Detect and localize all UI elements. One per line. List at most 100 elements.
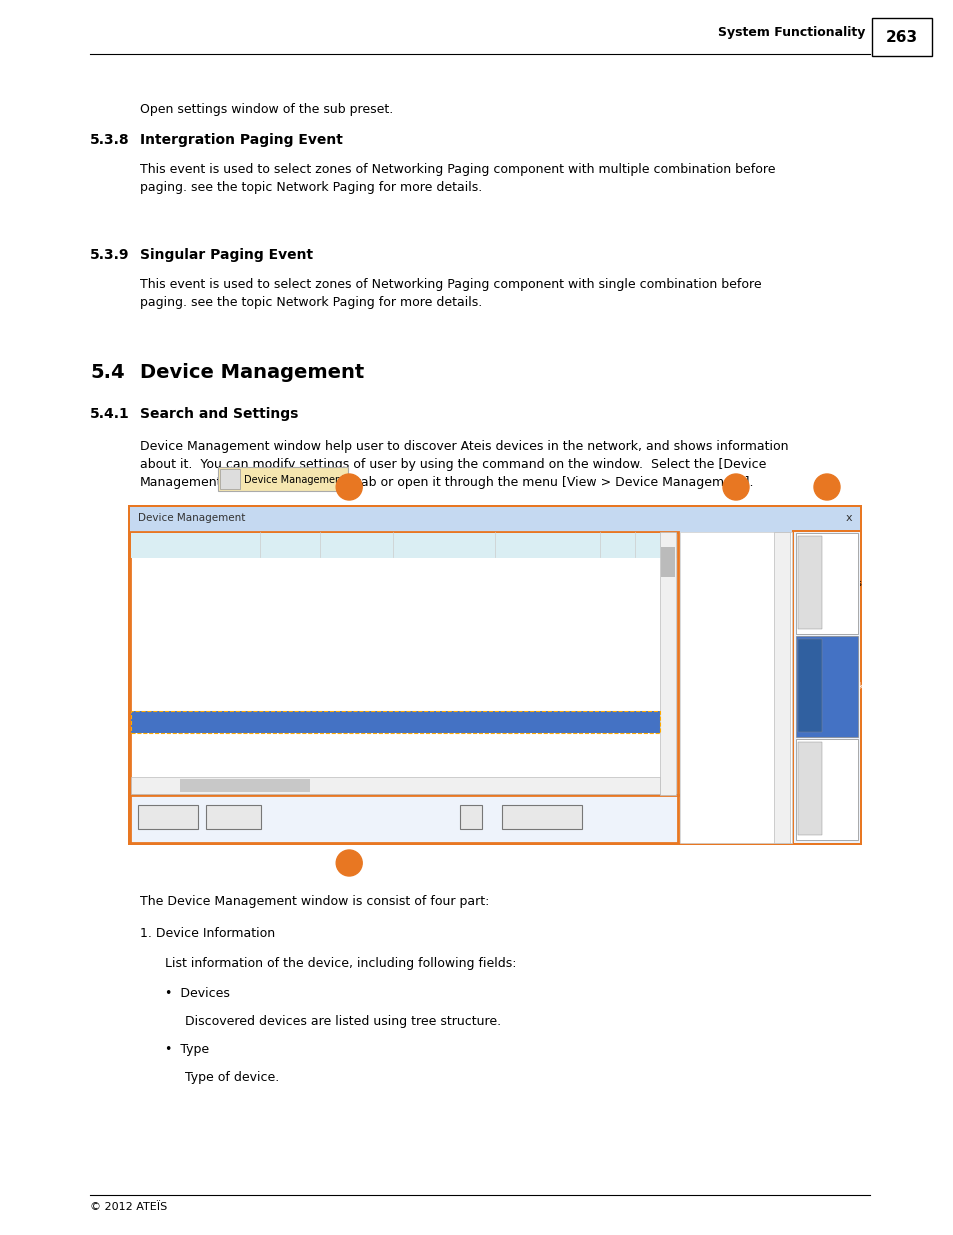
Bar xyxy=(131,711,659,734)
Bar xyxy=(797,536,821,629)
Text: 5: 5 xyxy=(467,811,474,823)
Bar xyxy=(180,779,310,792)
Bar xyxy=(795,636,857,737)
Text: ≡: ≡ xyxy=(664,583,671,592)
Text: ≡: ≡ xyxy=(805,682,813,690)
Bar xyxy=(793,532,859,844)
Circle shape xyxy=(813,474,840,500)
Text: ▲: ▲ xyxy=(664,538,670,545)
Text: ECS: ECS xyxy=(265,582,284,592)
Text: 131: 131 xyxy=(397,626,416,636)
Bar xyxy=(660,547,675,577)
Text: Norr: Norr xyxy=(604,714,625,724)
Bar xyxy=(131,534,677,558)
Text: Clear: Clear xyxy=(219,811,247,823)
Text: Norr: Norr xyxy=(604,736,625,746)
Text: ECS 1: ECS 1 xyxy=(140,626,180,636)
Circle shape xyxy=(335,850,362,876)
Text: ▼: ▼ xyxy=(626,736,632,742)
Text: about it.  You can modify settings of user by using the command on the window.  : about it. You can modify settings of use… xyxy=(140,458,765,471)
Bar xyxy=(501,805,581,829)
Text: Disconnect: Disconnect xyxy=(689,538,747,550)
Bar xyxy=(130,508,859,844)
Text: 1. Device Information: 1. Device Information xyxy=(140,927,274,940)
Text: 3: 3 xyxy=(821,480,830,494)
Circle shape xyxy=(335,474,362,500)
Text: Remote Update: Remote Update xyxy=(689,721,770,731)
Text: Devices: Devices xyxy=(140,536,182,546)
Text: paging. see the topic Network Paging for more details.: paging. see the topic Network Paging for… xyxy=(140,182,482,194)
Text: ▲: ▲ xyxy=(779,538,784,545)
Text: ATEIS NET Deploying: ATEIS NET Deploying xyxy=(689,695,798,705)
Text: Log: Log xyxy=(689,773,708,783)
Text: Norr: Norr xyxy=(604,736,625,746)
Text: ▼: ▼ xyxy=(779,830,784,836)
Text: 241: 241 xyxy=(397,714,416,724)
Bar xyxy=(773,532,789,844)
Text: Address: Address xyxy=(499,536,544,546)
Bar xyxy=(679,532,791,844)
Text: (1, 1): (1, 1) xyxy=(325,671,351,680)
Bar xyxy=(797,638,821,732)
Text: 5.3.9: 5.3.9 xyxy=(90,248,130,262)
Bar xyxy=(659,532,676,795)
Text: − Ateis: − Ateis xyxy=(140,736,175,746)
Text: Device Management: Device Management xyxy=(140,363,364,382)
Text: paging. see the topic Network Paging for more details.: paging. see the topic Network Paging for… xyxy=(140,296,482,309)
Text: The Device Management window is consist of four part:: The Device Management window is consist … xyxy=(140,895,489,908)
Text: Update: Update xyxy=(689,564,727,576)
Text: Device Management: Device Management xyxy=(138,513,245,522)
Text: Open settings window of the sub preset.: Open settings window of the sub preset. xyxy=(140,103,393,116)
Text: S: S xyxy=(490,811,496,823)
Text: III: III xyxy=(241,782,249,790)
Text: − Ateis: − Ateis xyxy=(140,604,175,614)
Bar xyxy=(130,795,678,844)
Text: Ateis Net: Ateis Net xyxy=(325,536,375,546)
Text: R...: R... xyxy=(604,536,623,546)
Bar xyxy=(459,805,481,829)
Text: Search: Search xyxy=(150,811,186,823)
Text: Norr: Norr xyxy=(604,604,625,614)
Text: ≡: ≡ xyxy=(805,578,813,588)
Text: Search Timeout Interval: 5: Search Timeout Interval: 5 xyxy=(272,811,401,823)
Text: 5.4: 5.4 xyxy=(90,363,125,382)
Text: ◀: ◀ xyxy=(135,783,140,789)
Text: IDA8C 1: IDA8C 1 xyxy=(140,714,192,724)
Text: 5.3.8: 5.3.8 xyxy=(90,133,130,147)
Text: Norr: Norr xyxy=(604,671,625,680)
Text: 5.4.1: 5.4.1 xyxy=(90,408,130,421)
Bar xyxy=(795,534,857,634)
Bar xyxy=(220,469,240,489)
Text: ▶: ▶ xyxy=(649,783,654,789)
Text: Search and Settings: Search and Settings xyxy=(140,408,298,421)
Text: •  Devices: • Devices xyxy=(165,987,230,1000)
Text: ≡: ≡ xyxy=(226,475,233,485)
Text: Serial Number: Serial Number xyxy=(397,536,476,546)
Bar xyxy=(218,467,348,492)
Text: 192.168.102.8: 192.168.102.8 xyxy=(499,671,570,680)
Text: List information of the device, including following fields:: List information of the device, includin… xyxy=(165,957,516,969)
Text: x: x xyxy=(844,513,851,522)
Text: IDA8C: IDA8C xyxy=(265,671,294,680)
Text: (1, 1): (1, 1) xyxy=(325,714,351,724)
Text: Norr: Norr xyxy=(604,559,625,571)
Text: 2: 2 xyxy=(731,480,740,494)
Bar xyxy=(797,742,821,835)
Text: (1, 1): (1, 1) xyxy=(325,626,351,636)
Text: Search By IP: Search By IP xyxy=(511,811,572,823)
Circle shape xyxy=(722,474,748,500)
Text: This event is used to select zones of Networking Paging component with single co: This event is used to select zones of Ne… xyxy=(140,278,760,291)
Text: Discovered devices are listed using tree structure.: Discovered devices are listed using tree… xyxy=(185,1015,500,1028)
Text: Read Version: Read Version xyxy=(689,669,757,679)
Bar xyxy=(791,530,862,845)
Text: Device Management: Device Management xyxy=(244,475,345,485)
Bar xyxy=(130,508,859,532)
Text: Singular Paging Event: Singular Paging Event xyxy=(140,248,313,262)
Text: RS232: RS232 xyxy=(825,784,854,794)
Text: 192.168.100.12: 192.168.100.12 xyxy=(499,626,576,636)
Bar xyxy=(131,711,659,734)
Bar xyxy=(130,532,678,795)
Text: Management]: Management] xyxy=(140,475,227,489)
Text: Chime Data Store: Chime Data Store xyxy=(689,747,781,757)
Bar xyxy=(871,19,931,56)
